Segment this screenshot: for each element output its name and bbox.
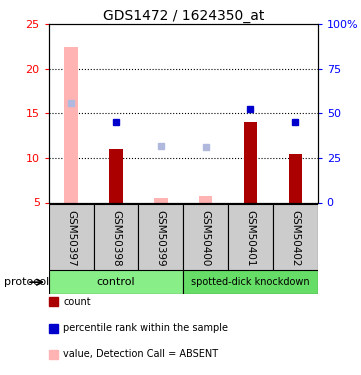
Text: control: control xyxy=(97,277,135,287)
Bar xyxy=(273,204,318,270)
Bar xyxy=(244,122,257,202)
Title: GDS1472 / 1624350_at: GDS1472 / 1624350_at xyxy=(103,9,264,23)
Bar xyxy=(138,204,183,270)
Text: percentile rank within the sample: percentile rank within the sample xyxy=(63,323,228,333)
Bar xyxy=(49,270,183,294)
Bar xyxy=(64,46,78,202)
Text: GSM50401: GSM50401 xyxy=(245,210,256,266)
Text: GSM50398: GSM50398 xyxy=(111,210,121,266)
Text: value, Detection Call = ABSENT: value, Detection Call = ABSENT xyxy=(63,350,218,359)
Text: GSM50400: GSM50400 xyxy=(201,210,210,266)
Text: protocol: protocol xyxy=(4,277,49,287)
Bar xyxy=(228,204,273,270)
Bar xyxy=(93,204,138,270)
Bar xyxy=(288,153,302,203)
Text: GSM50402: GSM50402 xyxy=(290,210,300,266)
Text: GSM50397: GSM50397 xyxy=(66,210,76,266)
Text: spotted-dick knockdown: spotted-dick knockdown xyxy=(191,277,310,287)
Bar xyxy=(183,270,318,294)
Bar xyxy=(183,204,228,270)
Text: GSM50399: GSM50399 xyxy=(156,210,166,266)
Bar xyxy=(109,149,123,202)
Bar xyxy=(199,196,212,202)
Text: count: count xyxy=(63,297,91,307)
Bar xyxy=(154,198,168,202)
Bar xyxy=(49,204,93,270)
